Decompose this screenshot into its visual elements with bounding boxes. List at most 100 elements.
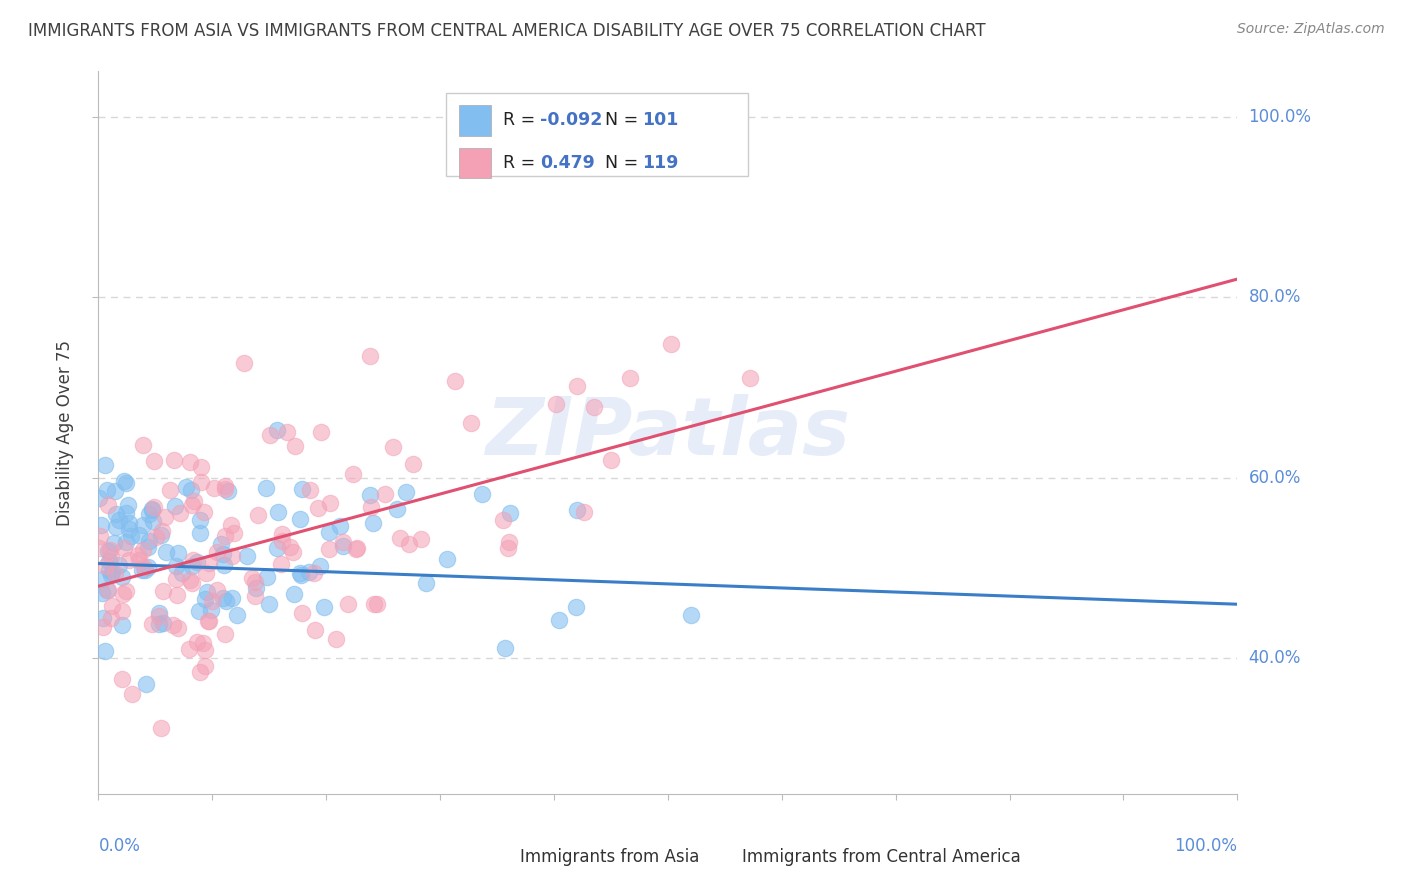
Point bbox=[361, 516, 384, 530]
Point bbox=[202, 481, 225, 495]
Point bbox=[111, 587, 134, 601]
Text: 119: 119 bbox=[641, 154, 678, 172]
Point bbox=[342, 467, 364, 482]
Point bbox=[200, 603, 222, 617]
Point bbox=[135, 676, 157, 690]
Point bbox=[398, 537, 420, 551]
Point bbox=[496, 541, 519, 555]
Point bbox=[548, 613, 571, 627]
Point bbox=[104, 507, 127, 521]
Point bbox=[565, 379, 588, 393]
Point bbox=[180, 559, 202, 574]
Point bbox=[163, 452, 186, 467]
Point bbox=[214, 478, 236, 492]
Point bbox=[115, 535, 138, 549]
Point bbox=[115, 506, 138, 520]
Point bbox=[388, 532, 411, 546]
Point bbox=[205, 583, 228, 598]
Point bbox=[498, 534, 520, 549]
Point bbox=[141, 503, 163, 517]
Point bbox=[179, 642, 201, 657]
Point bbox=[112, 541, 135, 555]
Text: 100.0%: 100.0% bbox=[1249, 108, 1312, 126]
Point bbox=[91, 572, 114, 586]
Point bbox=[170, 566, 193, 580]
Point bbox=[494, 640, 516, 655]
Point bbox=[148, 609, 170, 624]
Point bbox=[284, 439, 307, 453]
Point bbox=[499, 506, 522, 520]
Point bbox=[217, 484, 239, 499]
Text: Source: ZipAtlas.com: Source: ZipAtlas.com bbox=[1237, 22, 1385, 37]
Point bbox=[740, 371, 762, 385]
Point bbox=[214, 483, 236, 497]
Y-axis label: Disability Age Over 75: Disability Age Over 75 bbox=[56, 340, 75, 525]
Point bbox=[183, 553, 205, 567]
Point bbox=[104, 484, 127, 499]
Point bbox=[659, 337, 682, 351]
Point bbox=[314, 600, 336, 615]
Point bbox=[212, 591, 235, 606]
Point bbox=[132, 518, 155, 533]
Point bbox=[280, 540, 302, 554]
Text: 0.479: 0.479 bbox=[540, 154, 595, 172]
Text: ZIPatlas: ZIPatlas bbox=[485, 393, 851, 472]
Point bbox=[127, 549, 149, 563]
Point bbox=[266, 423, 288, 437]
Point bbox=[409, 532, 432, 546]
Point bbox=[236, 549, 259, 563]
Point bbox=[169, 506, 191, 520]
Point bbox=[163, 499, 186, 513]
FancyBboxPatch shape bbox=[707, 845, 733, 870]
Point bbox=[288, 512, 311, 526]
Point bbox=[232, 356, 254, 370]
Point bbox=[318, 525, 340, 540]
Point bbox=[436, 551, 458, 566]
Point bbox=[152, 615, 174, 630]
Point bbox=[108, 558, 131, 573]
Point bbox=[141, 617, 163, 632]
Point bbox=[319, 495, 342, 509]
Point bbox=[374, 487, 396, 501]
Point bbox=[254, 481, 277, 495]
Point bbox=[155, 545, 177, 559]
Point bbox=[291, 606, 314, 620]
Point bbox=[267, 505, 290, 519]
Text: Immigrants from Central America: Immigrants from Central America bbox=[742, 848, 1021, 866]
Text: 101: 101 bbox=[641, 112, 678, 129]
Point bbox=[565, 599, 588, 614]
Point bbox=[104, 566, 127, 580]
Point bbox=[180, 576, 202, 591]
Point bbox=[195, 585, 218, 599]
Point bbox=[155, 509, 177, 524]
Point bbox=[270, 557, 292, 571]
Point bbox=[307, 501, 329, 516]
Point bbox=[100, 611, 122, 625]
Point bbox=[115, 475, 138, 490]
Point bbox=[332, 535, 354, 549]
Point bbox=[159, 483, 181, 497]
Point bbox=[212, 547, 235, 561]
Point bbox=[134, 560, 156, 574]
Point bbox=[214, 627, 236, 641]
Point bbox=[471, 487, 494, 501]
Point bbox=[132, 543, 155, 558]
Point bbox=[148, 606, 170, 620]
Point bbox=[90, 518, 112, 533]
Point bbox=[131, 563, 153, 577]
Point bbox=[281, 544, 304, 558]
Point bbox=[366, 597, 388, 611]
Text: R =: R = bbox=[503, 154, 540, 172]
Point bbox=[583, 400, 606, 414]
Point bbox=[120, 528, 142, 542]
Point bbox=[209, 537, 232, 551]
Point bbox=[136, 560, 159, 574]
Point bbox=[186, 635, 208, 649]
Point bbox=[205, 544, 228, 558]
Point bbox=[121, 687, 143, 701]
Point bbox=[190, 475, 212, 489]
Point bbox=[194, 659, 217, 673]
Point bbox=[402, 457, 425, 471]
Point bbox=[105, 520, 128, 534]
Point bbox=[181, 499, 204, 513]
